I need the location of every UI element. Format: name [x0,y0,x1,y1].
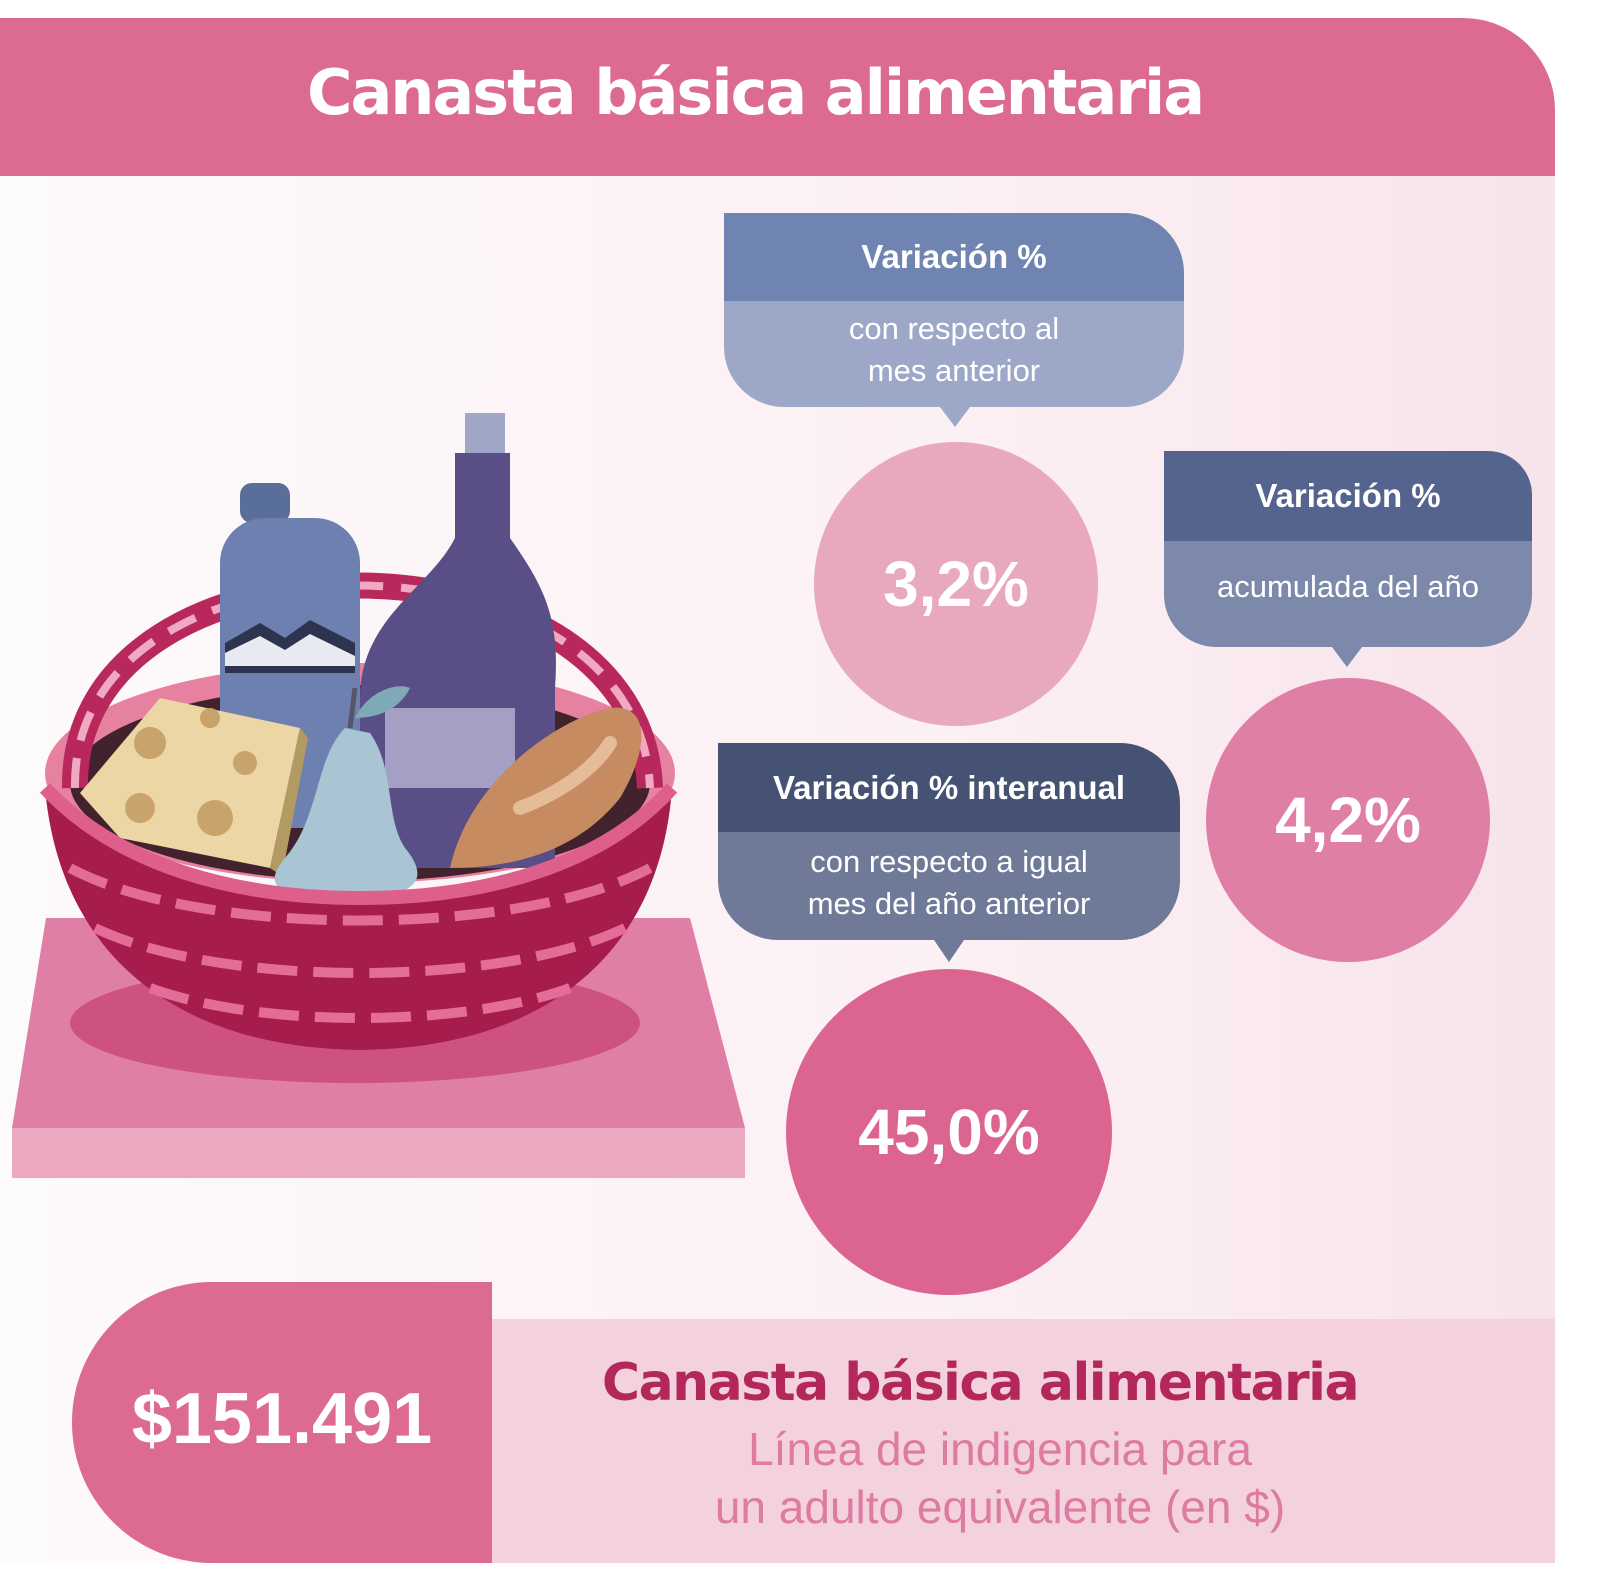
price-pill [72,1282,492,1563]
yearly-variation-desc-line-1: con respecto a igual [810,844,1088,879]
monthly-variation-heading: Variación % [724,213,1184,301]
accumulated-variation-value: 4,2% [1206,678,1490,962]
summary-subtitle: Línea de indigencia para un adulto equiv… [640,1420,1360,1536]
yearly-variation-description: con respecto a igual mes del año anterio… [718,832,1180,940]
infographic-card: Canasta básica alimentaria [0,18,1555,1563]
monthly-variation-value: 3,2% [814,442,1098,726]
accumulated-variation-desc-line-1: acumulada del año [1217,569,1479,604]
page-title: Canasta básica alimentaria [306,56,1205,129]
basket-price: $151.491 [131,1379,433,1459]
yearly-variation-value: 45,0% [786,969,1112,1295]
summary-subtitle-line-2: un adulto equivalente (en $) [714,1481,1286,1533]
monthly-variation-desc-line-1: con respecto al [848,311,1060,346]
summary-subtitle-line-1: Línea de indigencia para [748,1423,1252,1475]
monthly-variation-desc-line-2: mes anterior [867,353,1041,388]
accumulated-variation-description: acumulada del año [1164,541,1532,647]
food-basket-illustration [12,413,745,1178]
yearly-variation-desc-line-2: mes del año anterior [807,886,1091,921]
bubble-pointer [1332,647,1362,667]
monthly-variation-description: con respecto al mes anterior [724,301,1184,407]
monthly-variation-label: Variación % con respecto al mes anterior [724,213,1184,427]
yearly-variation-label: Variación % interanual con respecto a ig… [718,743,1180,962]
accumulated-variation-heading: Variación % [1164,451,1532,541]
bubble-pointer [934,940,964,962]
yearly-variation-heading: Variación % interanual [718,743,1180,832]
summary-band [478,1319,1555,1563]
header-bar: Canasta básica alimentaria [0,18,1555,176]
summary-title: Canasta básica alimentaria [601,1353,1360,1413]
accumulated-variation-label: Variación % acumulada del año [1164,451,1532,667]
bubble-pointer [940,407,970,427]
